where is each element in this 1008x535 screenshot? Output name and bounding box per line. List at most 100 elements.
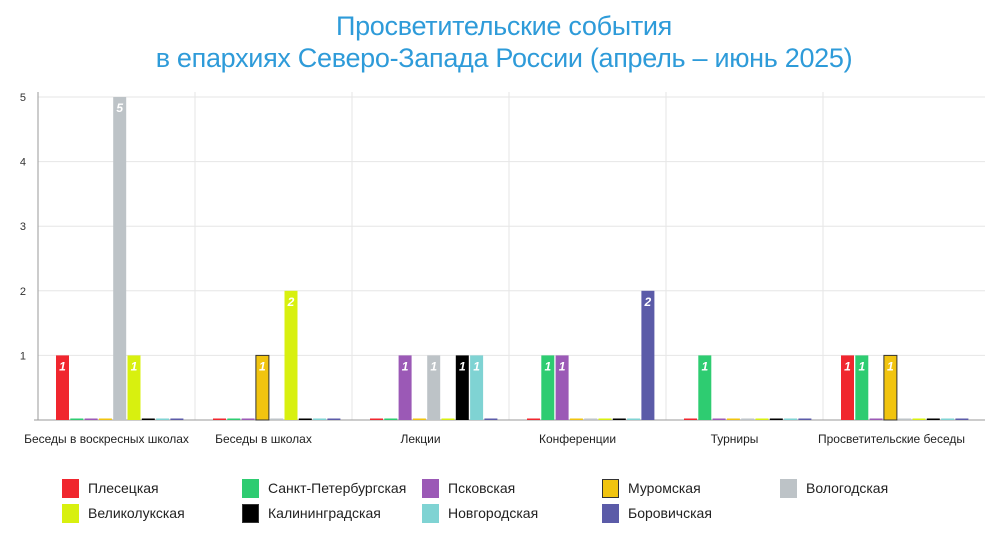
x-tick-label: Просветительские беседы xyxy=(818,432,965,446)
bar-value-label: 1 xyxy=(701,359,708,373)
bar-value-label: 1 xyxy=(887,359,894,373)
bar-zero xyxy=(798,418,812,420)
y-tick-label: 4 xyxy=(20,157,26,169)
bar-zero xyxy=(84,418,98,420)
x-tick-label: Конференции xyxy=(539,432,616,446)
bar xyxy=(284,290,298,420)
bar-zero xyxy=(784,418,798,420)
bar-value-label: 1 xyxy=(131,359,138,373)
legend-label: Псковская xyxy=(448,480,516,496)
bar xyxy=(398,355,412,420)
legend-swatch xyxy=(62,503,79,523)
bar-zero xyxy=(141,418,155,420)
bar xyxy=(455,355,469,420)
legend-item[interactable]: Плесецкая xyxy=(62,478,159,498)
legend-swatch xyxy=(602,478,619,498)
bar-zero xyxy=(441,418,455,420)
bar-zero xyxy=(869,418,883,420)
legend-swatch xyxy=(422,503,439,523)
bar-value-label: 1 xyxy=(402,359,409,373)
bar-zero xyxy=(684,418,697,420)
legend-item[interactable]: Боровичская xyxy=(602,503,712,523)
bar-value-label: 2 xyxy=(287,295,295,309)
bar-value-label: 1 xyxy=(844,359,851,373)
bar-zero xyxy=(412,418,426,420)
bar xyxy=(427,355,441,420)
legend-item[interactable]: Новгородская xyxy=(422,503,538,523)
bar-zero xyxy=(484,418,498,420)
bar-zero xyxy=(227,418,241,420)
legend-swatch xyxy=(62,478,79,498)
bar xyxy=(541,355,555,420)
bar-zero xyxy=(270,418,284,420)
bar-value-label: 1 xyxy=(59,359,66,373)
bar xyxy=(470,355,484,420)
legend-label: Великолукская xyxy=(88,505,185,521)
chart-title: Просветительские события в епархиях Севе… xyxy=(0,10,1008,74)
legend-swatch xyxy=(422,478,439,498)
bar-zero xyxy=(627,418,641,420)
bar-value-label: 2 xyxy=(644,295,652,309)
bar-value-label: 1 xyxy=(473,359,480,373)
bar-zero xyxy=(712,418,726,420)
legend-swatch xyxy=(242,503,259,523)
legend-label: Муромская xyxy=(628,480,701,496)
x-tick-label: Беседы в воскресных школах xyxy=(24,432,189,446)
legend-item[interactable]: Великолукская xyxy=(62,503,185,523)
legend-item[interactable]: Вологодская xyxy=(780,478,888,498)
legend-item[interactable]: Псковская xyxy=(422,478,515,498)
x-tick-label: Лекции xyxy=(400,432,440,446)
y-tick-label: 2 xyxy=(20,286,26,298)
bar-zero xyxy=(70,418,84,420)
x-tick-label: Турниры xyxy=(711,432,759,446)
bar-zero xyxy=(298,418,312,420)
legend-item[interactable]: Калининградская xyxy=(242,503,381,523)
legend-label: Калининградская xyxy=(268,505,381,521)
bar-zero xyxy=(313,418,327,420)
bar-zero xyxy=(912,418,926,420)
bar-zero xyxy=(370,418,383,420)
bar-zero xyxy=(527,418,540,420)
bar xyxy=(555,355,569,420)
legend-label: Боровичская xyxy=(628,505,712,521)
bar-value-label: 5 xyxy=(116,101,123,115)
bar-value-label: 1 xyxy=(430,359,437,373)
y-tick-label: 1 xyxy=(20,350,26,362)
bar-zero xyxy=(598,418,612,420)
legend-swatch xyxy=(780,478,797,498)
chart-plot: 1 2 3 4 5 Беседы в воскресных школах Беседы в … xyxy=(20,92,985,446)
bar-zero xyxy=(955,418,969,420)
bar-zero xyxy=(170,418,184,420)
legend-item[interactable]: Муромская xyxy=(602,478,701,498)
bar-value-label: 1 xyxy=(559,359,566,373)
bar-value-label: 1 xyxy=(259,359,266,373)
bar-zero xyxy=(898,418,912,420)
y-tick-label: 3 xyxy=(20,221,26,233)
bar-zero xyxy=(741,418,755,420)
y-tick-label: 5 xyxy=(20,92,26,104)
x-tick-label: Беседы в школах xyxy=(215,432,312,446)
bar xyxy=(641,290,655,420)
bar-zero xyxy=(755,418,769,420)
bar xyxy=(841,355,854,420)
bar xyxy=(113,97,127,420)
bar-zero xyxy=(156,418,170,420)
bar xyxy=(127,355,141,420)
legend-swatch xyxy=(602,503,619,523)
chart-title-line-2: в епархиях Северо-Запада России (апрель … xyxy=(155,43,853,73)
legend-label: Вологодская xyxy=(806,480,889,496)
bar-zero xyxy=(941,418,955,420)
bar-value-label: 1 xyxy=(544,359,551,373)
bar-zero xyxy=(926,418,940,420)
bar-zero xyxy=(726,418,740,420)
bar-zero xyxy=(213,418,226,420)
bar xyxy=(56,355,69,420)
bar xyxy=(698,355,712,420)
bar-zero xyxy=(98,418,112,420)
bar-value-label: 1 xyxy=(459,359,466,373)
chart-title-line-1: Просветительские события xyxy=(335,11,673,41)
legend-label: Санкт-Петербургская xyxy=(268,480,407,496)
bar xyxy=(883,354,898,421)
bar-zero xyxy=(569,418,583,420)
legend-item[interactable]: Санкт-Петербургская xyxy=(242,478,406,498)
